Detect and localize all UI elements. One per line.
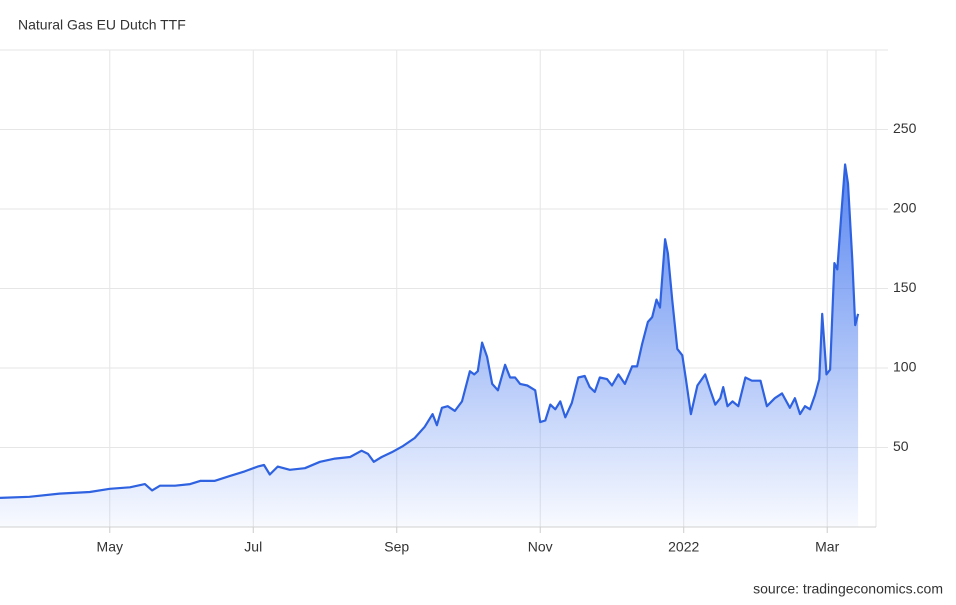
y-tick-label: 250 (893, 120, 917, 136)
chart-title: Natural Gas EU Dutch TTF (18, 17, 186, 33)
x-tick-label: Mar (815, 539, 839, 555)
x-tick-label: 2022 (668, 539, 699, 555)
y-tick-label: 100 (893, 359, 917, 375)
x-tick-label: Nov (528, 539, 553, 555)
y-tick-label: 150 (893, 279, 917, 295)
area-fill (0, 164, 859, 527)
x-tick-label: Sep (384, 539, 409, 555)
source-note: source: tradingeconomics.com (753, 581, 943, 597)
y-tick-label: 200 (893, 200, 917, 216)
x-tick-label: Jul (244, 539, 262, 555)
price-line (0, 163, 860, 499)
x-tick-label: May (97, 539, 123, 555)
y-tick-label: 50 (893, 438, 909, 454)
